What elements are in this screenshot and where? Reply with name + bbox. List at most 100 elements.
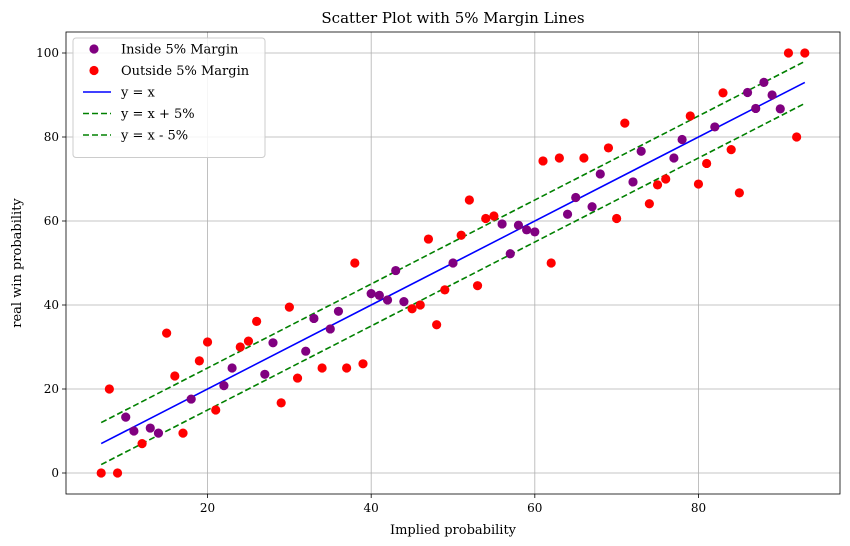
point-outside-5-margin (440, 285, 450, 295)
point-outside-5-margin (538, 156, 548, 166)
point-inside-5-margin (301, 346, 311, 356)
point-outside-5-margin (137, 439, 147, 449)
point-outside-5-margin (112, 468, 123, 478)
point-outside-5-margin (546, 258, 556, 268)
point-inside-5-margin (628, 177, 638, 187)
x-tick-label: 20 (200, 501, 215, 515)
point-inside-5-margin (448, 258, 458, 268)
point-inside-5-margin (333, 306, 344, 316)
point-outside-5-margin (178, 428, 188, 438)
point-outside-5-margin (693, 179, 704, 189)
point-outside-5-margin (342, 363, 352, 373)
point-outside-5-margin (734, 188, 744, 198)
point-outside-5-margin (415, 300, 425, 310)
point-inside-5-margin (571, 192, 581, 203)
point-outside-5-margin (317, 363, 327, 373)
point-inside-5-margin (268, 338, 278, 348)
point-inside-5-margin (669, 153, 679, 163)
point-inside-5-margin (374, 290, 384, 300)
point-outside-5-margin (202, 337, 213, 347)
point-outside-5-margin (726, 145, 736, 155)
point-inside-5-margin (595, 169, 605, 179)
point-inside-5-margin (382, 295, 393, 305)
point-inside-5-margin (759, 77, 769, 87)
x-tick-label: 60 (527, 501, 542, 515)
chart-title: Scatter Plot with 5% Margin Lines (321, 9, 584, 27)
data-points (96, 48, 810, 478)
point-outside-5-margin (783, 48, 794, 58)
point-outside-5-margin (407, 304, 417, 314)
point-inside-5-margin (636, 146, 646, 156)
legend-label: Outside 5% Margin (121, 64, 250, 79)
point-inside-5-margin (751, 103, 761, 114)
legend-marker (89, 65, 99, 76)
point-inside-5-margin (325, 324, 335, 334)
x-axis-label: Implied probability (390, 523, 517, 538)
point-inside-5-margin (505, 249, 515, 259)
point-outside-5-margin (358, 359, 368, 369)
point-inside-5-margin (186, 394, 196, 404)
point-outside-5-margin (235, 342, 245, 352)
point-outside-5-margin (252, 316, 262, 326)
x-tick-label: 40 (364, 501, 379, 515)
point-outside-5-margin (170, 371, 180, 381)
point-inside-5-margin (677, 134, 687, 145)
point-outside-5-margin (685, 111, 695, 121)
point-inside-5-margin (391, 265, 401, 276)
y-tick-label: 20 (44, 382, 59, 396)
point-inside-5-margin (775, 104, 785, 114)
legend: Inside 5% Margin Outside 5% Margin y = x y … (72, 37, 266, 158)
legend-marker (89, 44, 99, 54)
point-inside-5-margin (399, 297, 409, 307)
point-outside-5-margin (620, 118, 630, 128)
line-y-x-5 (100, 60, 806, 424)
point-inside-5-margin (767, 90, 777, 100)
legend-label: Inside 5% Margin (121, 43, 239, 58)
point-inside-5-margin (121, 412, 131, 422)
point-inside-5-margin (227, 363, 237, 373)
point-outside-5-margin (481, 213, 491, 224)
point-outside-5-margin (612, 213, 622, 224)
point-outside-5-margin (579, 153, 589, 163)
point-outside-5-margin (96, 468, 106, 478)
point-inside-5-margin (497, 219, 507, 229)
point-outside-5-margin (702, 158, 712, 169)
point-inside-5-margin (587, 202, 597, 212)
point-inside-5-margin (145, 423, 155, 433)
point-outside-5-margin (456, 230, 466, 240)
line-y-x-5 (100, 102, 806, 466)
y-tick-label: 40 (44, 298, 59, 312)
y-axis-label: real win probability (10, 198, 25, 328)
point-outside-5-margin (792, 132, 802, 142)
point-outside-5-margin (284, 302, 294, 312)
point-outside-5-margin (718, 88, 728, 98)
point-inside-5-margin (710, 122, 720, 132)
y-tick-label: 60 (44, 214, 59, 228)
point-outside-5-margin (211, 405, 221, 415)
point-inside-5-margin (562, 209, 573, 219)
point-outside-5-margin (243, 336, 254, 346)
point-outside-5-margin (423, 234, 434, 244)
y-tick-label: 80 (44, 130, 59, 144)
point-inside-5-margin (366, 289, 376, 299)
point-outside-5-margin (800, 48, 810, 58)
point-outside-5-margin (162, 328, 172, 338)
point-outside-5-margin (464, 195, 474, 205)
point-inside-5-margin (530, 227, 540, 237)
point-outside-5-margin (661, 174, 671, 184)
point-outside-5-margin (489, 211, 499, 221)
y-tick-label: 0 (51, 466, 59, 480)
y-tick-label: 100 (36, 46, 59, 60)
point-outside-5-margin (194, 356, 204, 366)
point-outside-5-margin (292, 373, 303, 383)
legend-label: y = x (120, 86, 156, 101)
point-inside-5-margin (129, 426, 139, 436)
point-inside-5-margin (219, 381, 229, 391)
legend-box (72, 37, 266, 158)
point-inside-5-margin (513, 220, 524, 230)
point-inside-5-margin (742, 87, 753, 98)
point-inside-5-margin (309, 313, 319, 324)
axis-ticks: 20 40 60 80 0 20 40 60 80 100 (36, 46, 706, 515)
point-outside-5-margin (472, 281, 483, 291)
